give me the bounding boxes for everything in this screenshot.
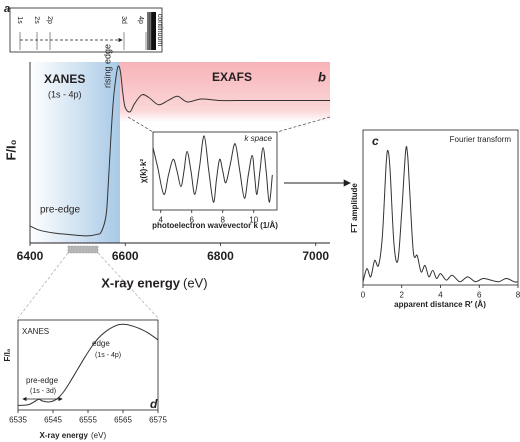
xanes-band — [30, 62, 120, 243]
x-tick-label: 6545 — [44, 415, 62, 424]
x-tick-label: 6 — [190, 215, 195, 224]
x-tick-label: 8 — [221, 215, 226, 224]
data-line — [362, 145, 519, 283]
x-axis-label: X-ray energy — [101, 275, 181, 290]
annotation: pre-edge — [40, 205, 80, 216]
exafs-band — [120, 62, 330, 122]
annotation: XANES — [44, 72, 85, 86]
y-axis-label: F/I₀ — [3, 348, 12, 361]
level-label: 4p — [137, 16, 144, 24]
x-tick-label: 0 — [361, 290, 366, 299]
x-axis-label: apparent distance R′ (Å) — [394, 300, 486, 309]
x-axis-unit: (eV) — [91, 431, 106, 440]
plot-frame — [362, 129, 519, 286]
x-axis-unit: (eV) — [183, 275, 208, 290]
data-line — [29, 65, 330, 237]
x-tick-label: 6400 — [17, 249, 44, 263]
x-tick-label: 4 — [438, 290, 443, 299]
chart-title: k space — [244, 134, 272, 143]
zoom-line — [17, 252, 69, 319]
level-label: 1s — [16, 16, 23, 24]
annotation: pre-edge — [26, 376, 59, 385]
data-line — [152, 135, 273, 203]
panel-label: a — [4, 3, 10, 15]
chart-title: XANES — [22, 327, 49, 336]
x-tick-label: 6575 — [149, 415, 167, 424]
x-tick-label: 10 — [249, 215, 258, 224]
x-axis-label: photoelectron wavevector k (1/Å) — [152, 221, 278, 230]
inset-line — [276, 116, 331, 133]
y-axis-label: χ(k)·k² — [139, 159, 148, 183]
panel-frame — [9, 7, 163, 53]
y-axis-label: F/I₀ — [3, 139, 18, 160]
x-tick-label: 6600 — [112, 249, 139, 263]
x-tick-label: 2 — [400, 290, 405, 299]
chart-title: Fourier transform — [450, 135, 512, 144]
annotation: (1s - 3d) — [30, 388, 56, 395]
annotation: edge — [92, 339, 110, 348]
x-tick-label: 4 — [159, 215, 164, 224]
x-tick-label: 6555 — [79, 415, 97, 424]
x-axis-label: X-ray energy — [40, 431, 89, 440]
panel-label: d — [150, 397, 158, 411]
panel-label: b — [318, 69, 326, 84]
annotation: (1s - 4p) — [48, 89, 82, 99]
level-label: continuum — [156, 14, 163, 46]
x-tick-label: 6 — [477, 290, 482, 299]
continuum-bars — [147, 12, 156, 50]
annotation: (1s - 4p) — [95, 352, 121, 359]
annotation: EXAFS — [212, 70, 252, 84]
x-tick-label: 6535 — [9, 415, 27, 424]
zoom-region — [67, 245, 99, 254]
panel-label: c — [372, 134, 379, 148]
y-axis-label: FT amplitude — [350, 183, 359, 233]
panel-a: a 1s 2s 2p 3d 4p continuum — [4, 3, 163, 53]
x-tick-label: 8 — [516, 290, 520, 299]
level-label: 2s — [33, 16, 40, 24]
level-label: 3d — [120, 16, 127, 24]
x-tick-label: 7000 — [302, 249, 329, 263]
annotation: rising edge — [102, 44, 112, 88]
x-tick-label: 6565 — [114, 415, 132, 424]
plot-frame — [152, 131, 278, 211]
level-label: 2p — [46, 16, 53, 24]
x-tick-label: 6800 — [207, 249, 234, 263]
